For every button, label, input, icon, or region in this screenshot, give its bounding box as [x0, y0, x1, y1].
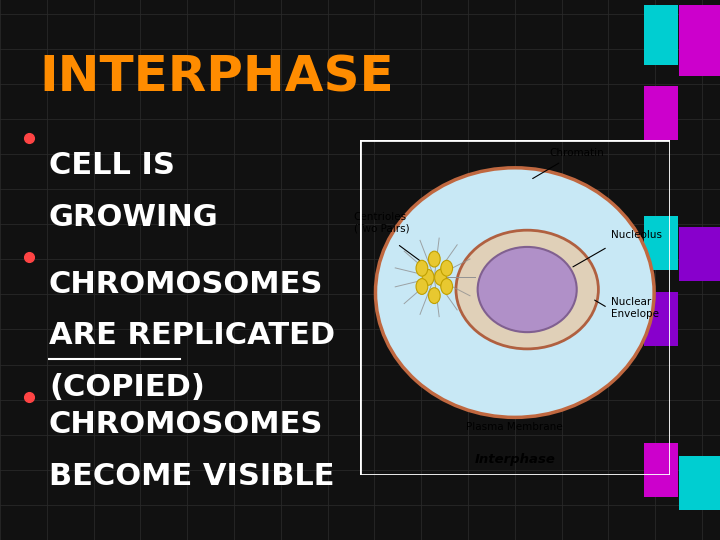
Bar: [644, 86, 678, 140]
Bar: [644, 292, 678, 346]
Ellipse shape: [428, 251, 440, 267]
Text: Plasma Membrane: Plasma Membrane: [467, 422, 563, 431]
Text: Nuclear
Envelope: Nuclear Envelope: [611, 298, 659, 319]
Ellipse shape: [477, 247, 577, 332]
Bar: [679, 227, 720, 281]
Ellipse shape: [416, 279, 428, 294]
Bar: [679, 5, 720, 76]
Text: ARE REPLICATED: ARE REPLICATED: [49, 321, 335, 350]
Text: Interphase: Interphase: [474, 453, 555, 466]
Ellipse shape: [441, 260, 453, 276]
Text: INTERPHASE: INTERPHASE: [40, 54, 395, 102]
Bar: [644, 5, 678, 65]
Ellipse shape: [422, 269, 434, 285]
Text: CHROMOSOMES: CHROMOSOMES: [49, 410, 323, 440]
Text: BECOME VISIBLE: BECOME VISIBLE: [49, 462, 335, 491]
Text: GROWING: GROWING: [49, 202, 219, 232]
Text: Centrioles
(Two Pairs): Centrioles (Two Pairs): [354, 212, 410, 234]
Text: CELL IS: CELL IS: [49, 151, 175, 180]
Text: CHROMOSOMES: CHROMOSOMES: [49, 270, 323, 299]
Ellipse shape: [428, 288, 440, 303]
Text: Nucleolus: Nucleolus: [611, 230, 662, 240]
Text: (COPIED): (COPIED): [49, 373, 204, 402]
Ellipse shape: [441, 279, 453, 294]
Ellipse shape: [416, 260, 428, 276]
Bar: [644, 443, 678, 497]
Ellipse shape: [456, 230, 598, 349]
Ellipse shape: [435, 269, 446, 285]
Bar: [644, 216, 678, 270]
Bar: [679, 456, 720, 510]
Ellipse shape: [376, 168, 654, 417]
Bar: [360, 140, 670, 475]
Text: Chromatin: Chromatin: [549, 147, 604, 158]
